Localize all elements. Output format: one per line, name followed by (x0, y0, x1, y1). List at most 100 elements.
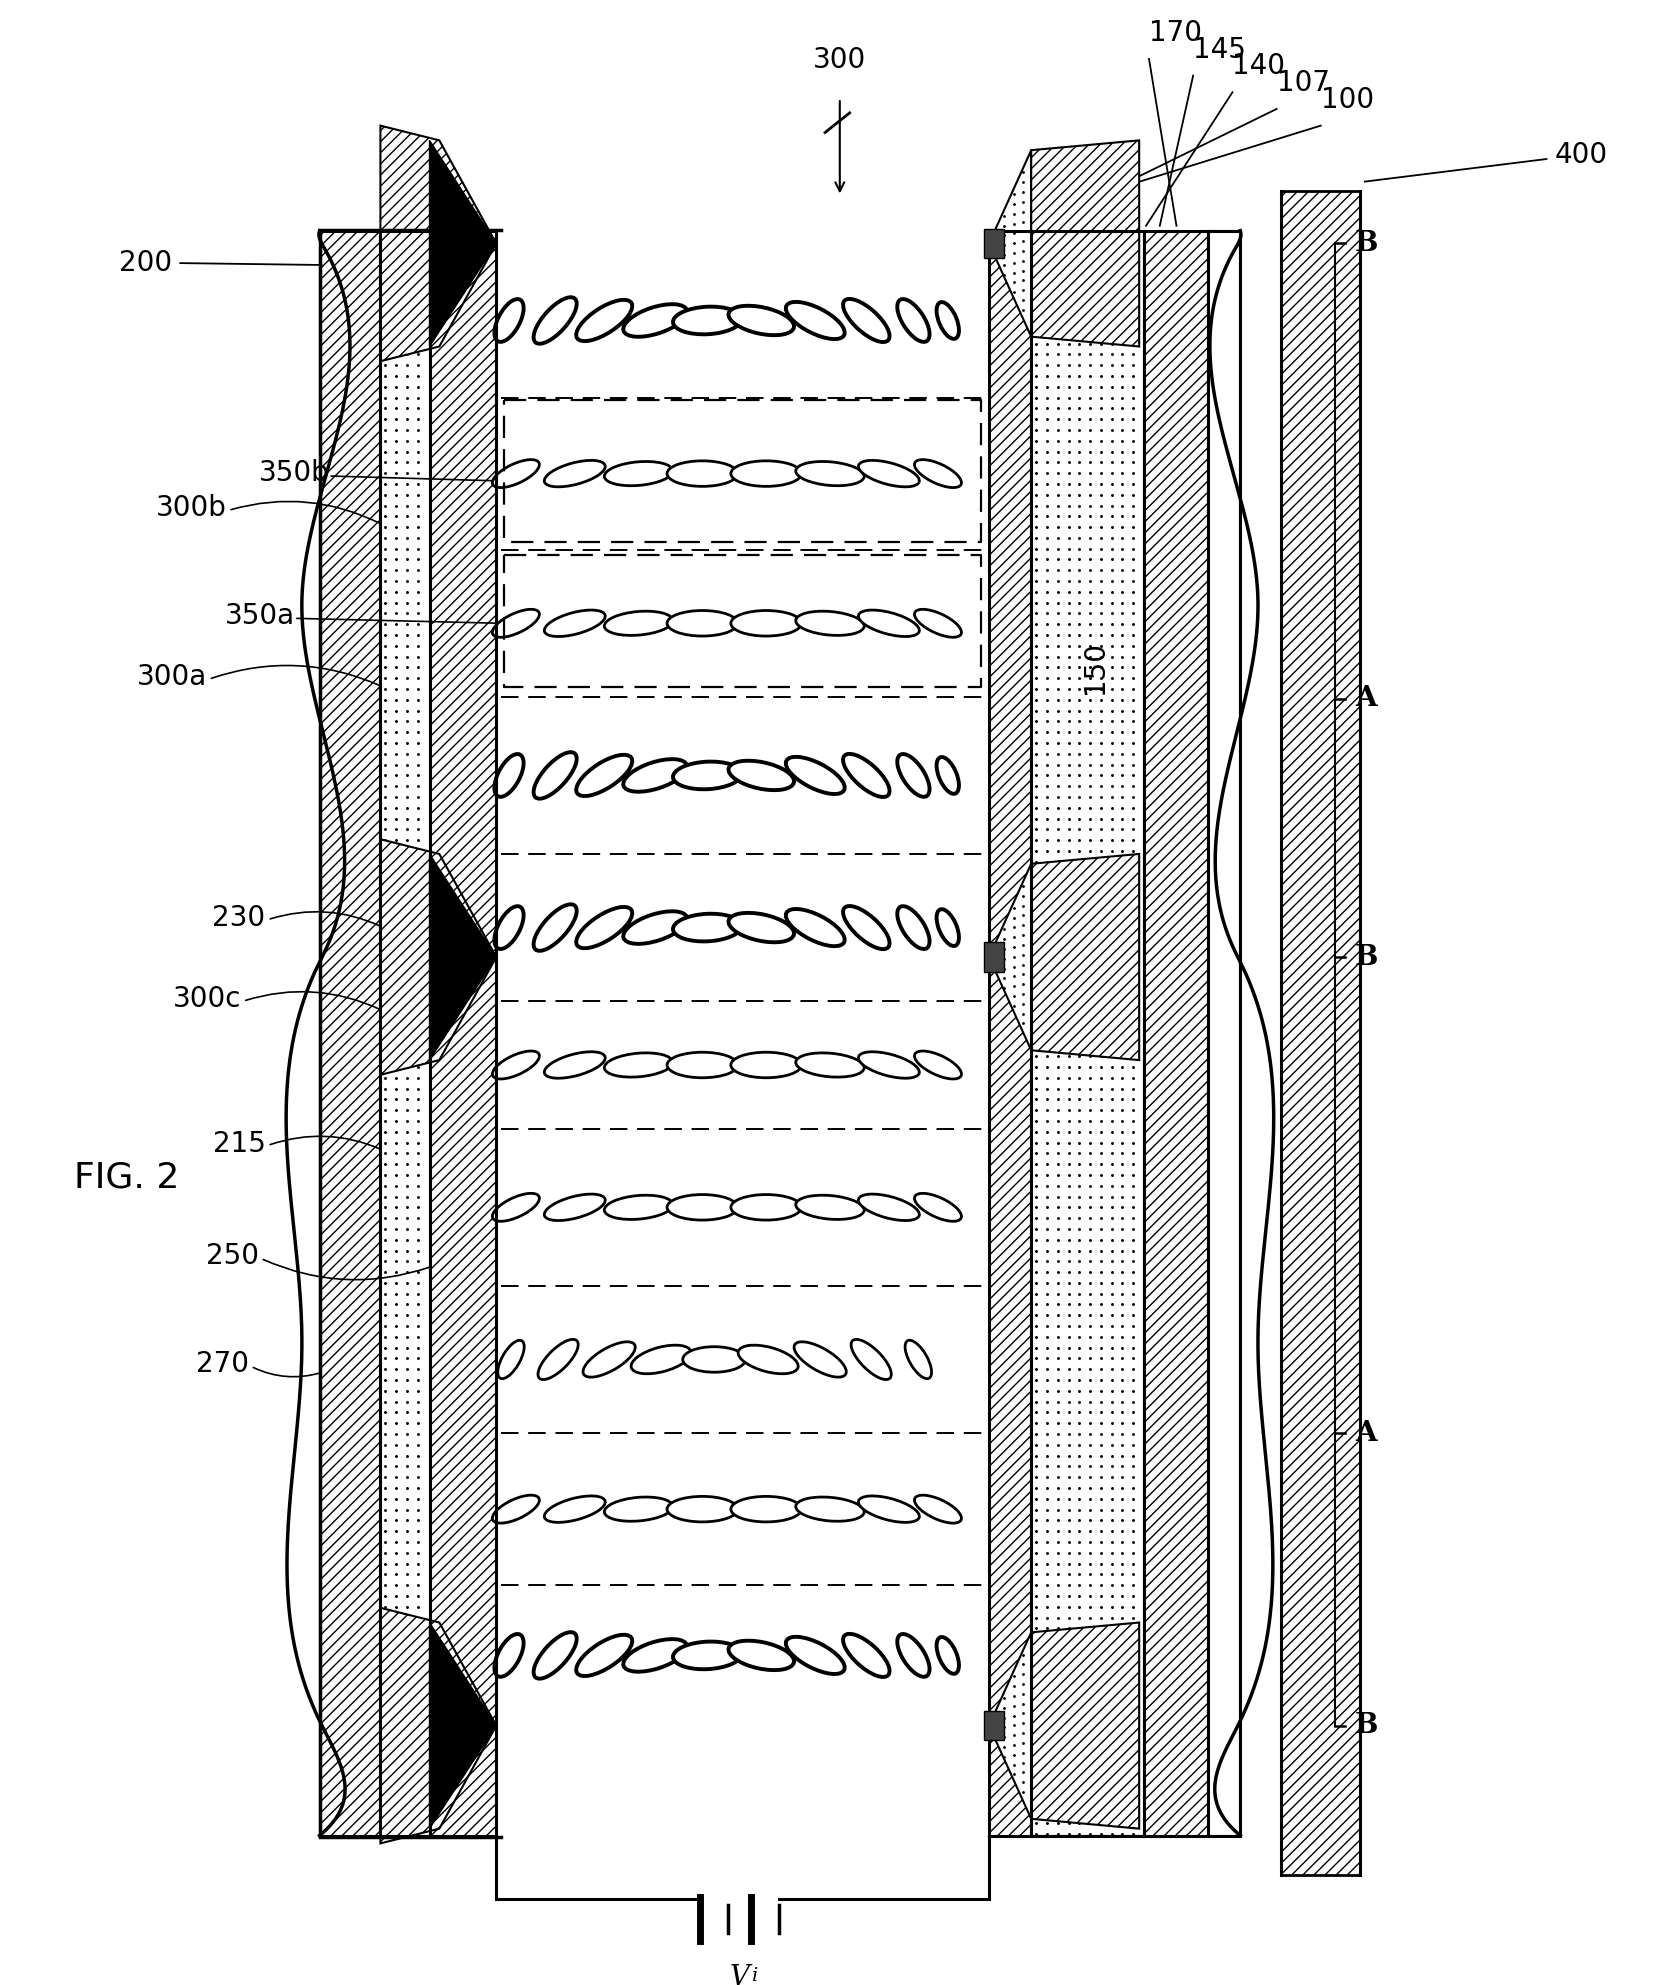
Text: 170: 170 (1148, 20, 1201, 48)
Ellipse shape (785, 1638, 843, 1673)
Ellipse shape (858, 1497, 918, 1522)
Bar (379, 230, 429, 1836)
Text: FIG. 2: FIG. 2 (75, 1161, 179, 1195)
Bar (1031, 230, 1143, 1836)
Ellipse shape (673, 762, 741, 790)
Ellipse shape (492, 1193, 539, 1221)
Ellipse shape (492, 609, 539, 637)
Text: B: B (1354, 230, 1377, 256)
Text: 350b: 350b (258, 459, 330, 486)
Ellipse shape (543, 1497, 605, 1522)
Ellipse shape (905, 1340, 931, 1380)
Text: 200: 200 (119, 248, 172, 278)
Ellipse shape (850, 1340, 891, 1380)
Ellipse shape (683, 1346, 746, 1372)
Ellipse shape (534, 298, 577, 343)
Ellipse shape (915, 1193, 961, 1221)
Ellipse shape (794, 1342, 845, 1378)
Ellipse shape (494, 907, 524, 949)
Ellipse shape (543, 461, 605, 486)
Ellipse shape (577, 907, 631, 949)
Ellipse shape (666, 1052, 737, 1078)
Ellipse shape (534, 1632, 577, 1679)
Ellipse shape (785, 756, 843, 794)
Ellipse shape (673, 1642, 741, 1669)
Ellipse shape (631, 1346, 691, 1374)
Text: B: B (1354, 943, 1377, 971)
Ellipse shape (727, 760, 794, 790)
Ellipse shape (785, 909, 843, 947)
Bar (1281, 191, 1359, 1874)
Ellipse shape (915, 1495, 961, 1522)
Ellipse shape (534, 905, 577, 951)
Text: 300b: 300b (156, 494, 227, 522)
Ellipse shape (534, 752, 577, 798)
Ellipse shape (666, 1497, 737, 1522)
Text: 300c: 300c (172, 985, 240, 1012)
Ellipse shape (936, 1638, 958, 1673)
Text: 300: 300 (812, 46, 867, 73)
Ellipse shape (795, 1195, 863, 1219)
Bar (984, 1711, 1002, 1741)
Ellipse shape (915, 461, 961, 488)
Ellipse shape (731, 461, 800, 486)
Ellipse shape (795, 1497, 863, 1521)
Ellipse shape (577, 754, 631, 796)
Bar (988, 230, 1031, 1836)
Ellipse shape (494, 1634, 524, 1677)
Ellipse shape (623, 304, 688, 337)
Ellipse shape (623, 911, 688, 943)
Ellipse shape (842, 754, 890, 798)
Text: 230: 230 (212, 903, 265, 931)
Polygon shape (429, 141, 495, 347)
Text: i: i (751, 1967, 757, 1985)
Polygon shape (379, 1608, 495, 1844)
Ellipse shape (497, 1340, 524, 1380)
Ellipse shape (603, 1195, 673, 1219)
Bar (984, 228, 1002, 258)
Text: 270: 270 (196, 1350, 249, 1378)
Bar (429, 230, 495, 1836)
Text: 300a: 300a (136, 663, 207, 691)
Text: 140: 140 (1231, 52, 1284, 81)
Ellipse shape (603, 1497, 673, 1521)
Ellipse shape (727, 913, 794, 943)
Bar (320, 230, 379, 1836)
Ellipse shape (543, 609, 605, 637)
Ellipse shape (494, 754, 524, 796)
Ellipse shape (858, 609, 918, 637)
Ellipse shape (543, 1052, 605, 1078)
Bar (1208, 230, 1239, 1836)
Ellipse shape (896, 300, 930, 341)
Ellipse shape (727, 306, 794, 335)
Ellipse shape (785, 302, 843, 339)
Ellipse shape (603, 461, 673, 486)
Ellipse shape (583, 1342, 635, 1378)
Ellipse shape (896, 1634, 930, 1677)
Ellipse shape (842, 300, 890, 341)
Ellipse shape (795, 1052, 863, 1078)
Ellipse shape (896, 907, 930, 949)
Ellipse shape (492, 1495, 539, 1522)
Bar (1143, 230, 1208, 1836)
Ellipse shape (537, 1340, 578, 1380)
Text: 250: 250 (205, 1243, 258, 1270)
Polygon shape (429, 854, 495, 1060)
Ellipse shape (731, 1195, 800, 1221)
Text: A: A (1354, 685, 1375, 713)
Ellipse shape (666, 611, 737, 635)
Ellipse shape (673, 913, 741, 941)
Ellipse shape (731, 1497, 800, 1522)
Ellipse shape (543, 1195, 605, 1221)
Polygon shape (988, 1632, 1031, 1818)
Ellipse shape (623, 1640, 688, 1671)
Ellipse shape (858, 461, 918, 486)
Ellipse shape (727, 1642, 794, 1669)
Ellipse shape (494, 300, 524, 341)
Text: 150: 150 (1080, 641, 1109, 695)
Ellipse shape (795, 461, 863, 486)
Ellipse shape (737, 1346, 797, 1374)
Ellipse shape (577, 1636, 631, 1675)
Ellipse shape (936, 302, 958, 339)
Ellipse shape (623, 758, 688, 792)
